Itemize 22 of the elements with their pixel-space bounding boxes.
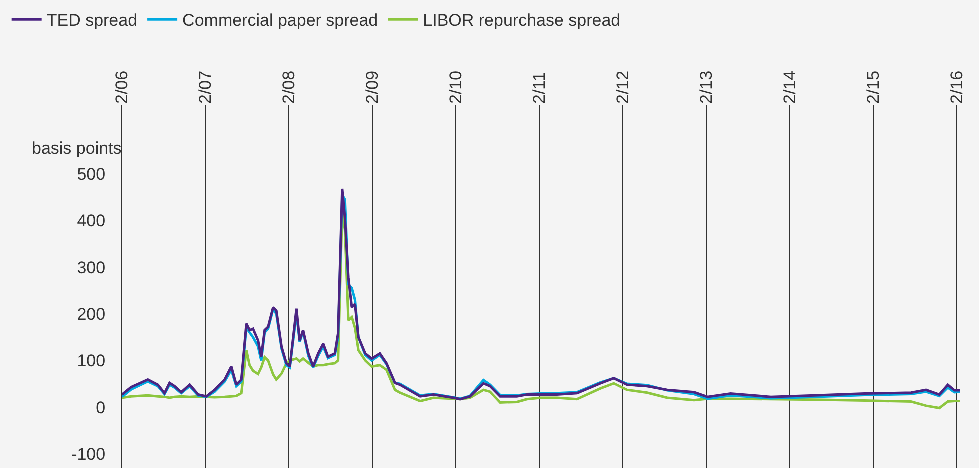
x-tick-label: 2/13 (697, 70, 716, 104)
x-tick-label: 2/12 (613, 70, 632, 104)
x-tick-label: 2/11 (530, 72, 549, 104)
x-tick-label: 2/15 (864, 70, 884, 104)
y-tick-label: 500 (77, 165, 106, 184)
x-tick-label: 2/06 (112, 70, 132, 104)
x-tick-label: 2/09 (363, 70, 382, 104)
x-tick-label: 2/14 (780, 70, 800, 104)
y-tick-label: -100 (72, 444, 106, 464)
y-tick-label: 0 (96, 398, 106, 418)
x-tick-label: 2/10 (446, 70, 466, 104)
y-tick-label: 400 (77, 212, 106, 231)
legend-label: TED spread (46, 11, 138, 30)
x-tick-label: 2/16 (947, 70, 966, 104)
y-tick-label: 100 (77, 352, 106, 371)
x-tick-label: 2/08 (279, 70, 298, 104)
y-tick-label: 300 (77, 258, 106, 278)
y-tick-label: 200 (77, 304, 106, 324)
legend-label: LIBOR repurchase spread (423, 11, 621, 30)
x-tick-label: 2/07 (196, 70, 215, 104)
y-axis-title: basis points (32, 139, 122, 158)
legend-label: Commercial paper spread (182, 11, 378, 30)
